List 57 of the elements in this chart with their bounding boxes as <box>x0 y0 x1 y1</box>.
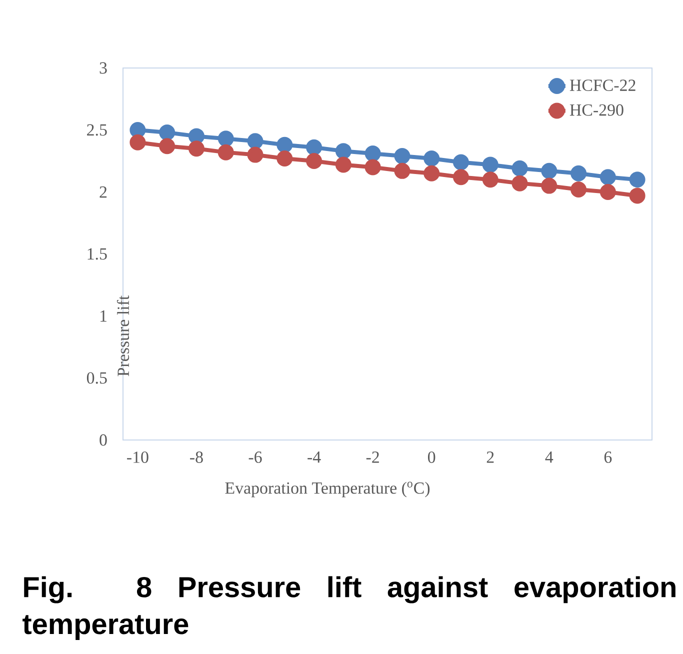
y-tick-label: 2 <box>100 186 107 198</box>
point <box>629 172 646 188</box>
x-tick-label: -10 <box>127 452 148 463</box>
point <box>452 169 469 186</box>
y-tick-label: 3 <box>100 62 107 74</box>
x-tick-label: -6 <box>248 452 262 463</box>
point <box>394 162 410 179</box>
point <box>247 146 264 163</box>
point <box>188 140 204 157</box>
point <box>394 148 410 164</box>
x-tick-label: -4 <box>308 452 321 463</box>
point <box>276 136 293 153</box>
point <box>600 184 616 200</box>
point <box>276 150 293 167</box>
legend-label: HCFC-22 <box>570 80 636 92</box>
x-tick-label: -2 <box>366 452 379 463</box>
point <box>306 139 322 156</box>
point <box>512 175 528 192</box>
x-tick-label: -8 <box>190 452 203 463</box>
point <box>218 144 234 160</box>
point <box>364 146 381 162</box>
point <box>188 128 204 144</box>
point <box>335 143 352 160</box>
point <box>218 130 234 147</box>
point <box>159 124 176 140</box>
point <box>541 162 558 179</box>
point <box>570 182 587 198</box>
point <box>424 165 440 182</box>
text: Fig. 8 Pressure lift against evaporation temperature <box>22 576 676 640</box>
point <box>570 165 587 182</box>
y-tick-label: 1.5 <box>88 248 107 260</box>
point <box>600 169 616 186</box>
point <box>159 138 176 154</box>
point <box>335 156 352 173</box>
point <box>130 122 146 138</box>
x-axis-title: Evaporation Temperature ($^{o}$C) <box>225 482 430 498</box>
y-tick-label: 1 <box>100 310 106 322</box>
point <box>452 154 469 170</box>
x-tick-label: 6 <box>604 452 612 463</box>
legend-label: HC-290 <box>570 104 624 116</box>
point <box>482 156 498 173</box>
point <box>512 160 528 176</box>
x-tick-label: 4 <box>545 452 554 463</box>
y-tick-label: 0 <box>100 434 107 446</box>
point <box>364 159 381 176</box>
x-tick-label: 2 <box>486 452 494 463</box>
y-tick-label: 2.5 <box>87 124 107 136</box>
point <box>541 178 558 194</box>
y-axis-title: Pressure lift <box>116 295 130 376</box>
y-tick-label: 0.5 <box>86 372 107 384</box>
point <box>130 134 146 150</box>
point <box>247 133 264 150</box>
point <box>306 152 322 169</box>
point <box>629 188 646 204</box>
x-tick-label: 0 <box>428 452 436 463</box>
point <box>482 172 498 188</box>
point <box>424 150 440 167</box>
